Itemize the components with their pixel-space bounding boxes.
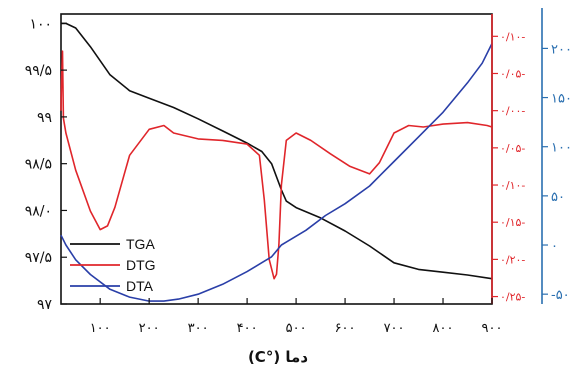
x-tick-label: ۱۰۰ <box>90 321 111 336</box>
left-tick-label: ۹۹ <box>37 110 52 126</box>
right-dtg-tick-label: ۰/۰۵- <box>500 67 525 80</box>
axis-left: ۱۰۰ ۹۹/۵ ۹۹ ۹۸/۵ ۹۸/۰ ۹۷/۵ ۹۷ <box>25 16 67 313</box>
left-tick-label: ۱۰۰ <box>29 16 52 32</box>
axis-right-dtg: ۰/۱۰- ۰/۰۵- ۰/۰۰- ۰/۰۵- ۰/۱۰- ۰/۱۵- ۰/۲۰- ۰/۲۵- <box>491 14 525 304</box>
x-tick-label: ۲۰۰ <box>139 321 160 336</box>
left-tick-label: ۹۸/۰ <box>25 203 52 219</box>
x-tick-label: ۴۰۰ <box>237 321 258 336</box>
right-dta-tick-label: ۲۰۰ <box>551 42 572 57</box>
right-dtg-tick-label: ۰/۱۰- <box>500 179 525 192</box>
x-axis-label: (C°) دما <box>248 348 308 366</box>
left-tick-label: ۹۹/۵ <box>25 63 52 79</box>
right-dta-tick-label: ۱۰۰ <box>551 141 572 156</box>
left-tick-label: ۹۷/۵ <box>25 250 52 266</box>
axis-right-dta: -۵۰ ۰ ۵۰ ۱۰۰ ۱۵۰ ۲۰۰ <box>541 8 572 304</box>
left-tick-label: ۹۸/۵ <box>25 157 52 173</box>
right-dtg-tick-label: ۰/۱۰- <box>500 30 525 43</box>
x-tick-label: ۸۰۰ <box>433 321 454 336</box>
right-dtg-tick-label: ۰/۲۰- <box>500 253 525 266</box>
right-dta-tick-label: ۰ <box>551 239 558 254</box>
x-tick-label: ۳۰۰ <box>188 321 209 336</box>
legend: TGA DTG DTA <box>70 236 156 294</box>
right-dtg-tick-label: ۰/۲۵- <box>500 291 525 304</box>
legend-label-dta: DTA <box>126 278 154 294</box>
legend-label-tga: TGA <box>126 236 155 252</box>
right-dtg-tick-label: ۰/۰۰- <box>500 105 525 118</box>
legend-label-dtg: DTG <box>126 257 156 273</box>
right-dta-tick-label: ۱۵۰ <box>551 92 572 107</box>
x-tick-label: ۹۰۰ <box>482 321 503 336</box>
x-tick-label: ۵۰۰ <box>286 321 307 336</box>
series-line-dtg <box>60 50 493 280</box>
series-line-tga <box>61 22 493 280</box>
right-dta-tick-label: ۵۰ <box>551 190 565 205</box>
series-line-dta <box>60 43 493 302</box>
right-dtg-tick-label: ۰/۰۵- <box>500 142 525 155</box>
axis-x: ۱۰۰ ۲۰۰ ۳۰۰ ۴۰۰ ۵۰۰ ۶۰۰ ۷۰۰ ۸۰۰ ۹۰۰ <box>90 298 503 336</box>
left-tick-label: ۹۷ <box>37 297 53 313</box>
x-tick-label: ۷۰۰ <box>384 321 405 336</box>
right-dtg-tick-label: ۰/۱۵- <box>500 216 525 229</box>
x-tick-label: ۶۰۰ <box>335 321 356 336</box>
series-layer <box>60 22 493 302</box>
right-dta-tick-label: -۵۰ <box>551 288 570 303</box>
